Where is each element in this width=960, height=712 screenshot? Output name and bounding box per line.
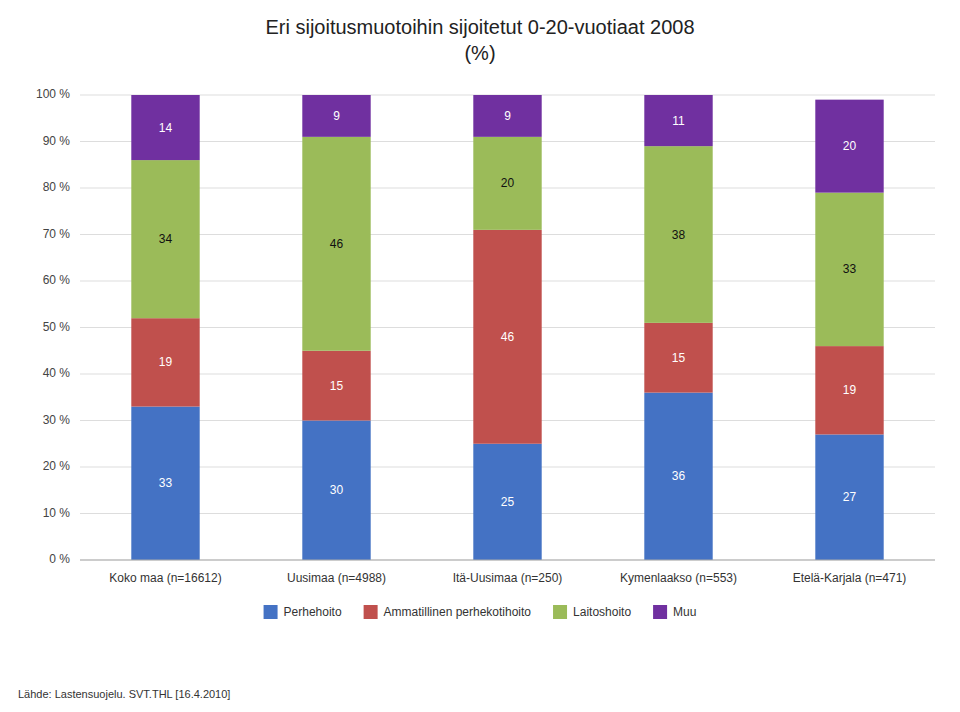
bar-segment bbox=[302, 421, 370, 561]
legend-label: Ammatillinen perhekotihoito bbox=[384, 605, 532, 619]
title-line: Eri sijoitusmuotoihin sijoitetut 0-20-vu… bbox=[265, 16, 694, 38]
y-tick-label: 60 % bbox=[43, 273, 71, 287]
bar-segment bbox=[644, 146, 712, 323]
bar-segment bbox=[473, 137, 541, 230]
data-label: 33 bbox=[843, 262, 857, 276]
legend-item: Ammatillinen perhekotihoito bbox=[364, 605, 532, 619]
grid bbox=[80, 95, 935, 560]
x-tick-label: Uusimaa (n=4988) bbox=[287, 571, 386, 585]
y-tick-label: 10 % bbox=[43, 506, 71, 520]
x-tick-label: Etelä-Karjala (n=471) bbox=[793, 571, 907, 585]
bar-segment bbox=[302, 137, 370, 351]
data-labels: 33 30 25 36 27 19 15 46 15 19 34 46 20 38 33 14 9 9 11 20 bbox=[159, 109, 857, 509]
grid-line bbox=[80, 560, 935, 561]
data-label: 46 bbox=[330, 237, 344, 251]
bar-segment bbox=[473, 444, 541, 560]
data-label: 15 bbox=[672, 351, 686, 365]
bar-segment bbox=[473, 230, 541, 444]
bar-segment bbox=[131, 407, 199, 560]
source: Lähde: Lastensuojelu. SVT.THL [16.4.2010… bbox=[18, 688, 230, 700]
data-label: 34 bbox=[159, 232, 173, 246]
data-label: 36 bbox=[672, 469, 686, 483]
bar-segment bbox=[644, 323, 712, 393]
bar-segment bbox=[131, 318, 199, 406]
x-tick-label: Itä-Uusimaa (n=250) bbox=[453, 571, 563, 585]
y-tick-label: 20 % bbox=[43, 459, 71, 473]
bar-segment bbox=[644, 393, 712, 560]
y-tick-label: 50 % bbox=[43, 320, 71, 334]
data-label: 14 bbox=[159, 121, 173, 135]
bar-segment bbox=[815, 193, 883, 346]
bar-segment bbox=[815, 434, 883, 560]
data-label: 33 bbox=[159, 476, 173, 490]
legend-label: Muu bbox=[673, 605, 696, 619]
data-label: 25 bbox=[501, 495, 515, 509]
data-label: 9 bbox=[504, 109, 511, 123]
bar-segment bbox=[131, 95, 199, 160]
legend: Perhehoito Ammatillinen perhekotihoito Lai… bbox=[264, 605, 697, 619]
bar-segment bbox=[302, 95, 370, 137]
legend-swatch bbox=[264, 605, 278, 619]
y-tick-label: 0 % bbox=[49, 552, 70, 566]
data-label: 20 bbox=[843, 139, 857, 153]
legend-swatch bbox=[553, 605, 567, 619]
y-tick-label: 40 % bbox=[43, 366, 71, 380]
legend-swatch bbox=[653, 605, 667, 619]
data-label: 46 bbox=[501, 330, 515, 344]
data-label: 38 bbox=[672, 228, 686, 242]
data-label: 27 bbox=[843, 490, 857, 504]
data-label: 15 bbox=[330, 379, 344, 393]
data-label: 20 bbox=[501, 176, 515, 190]
x-axis-line bbox=[80, 560, 935, 561]
legend-item: Perhehoito bbox=[264, 605, 342, 619]
bar-segment bbox=[644, 95, 712, 146]
bars bbox=[131, 95, 883, 560]
legend-label: Laitoshoito bbox=[573, 605, 631, 619]
title-line: (%) bbox=[464, 42, 495, 64]
legend-item: Laitoshoito bbox=[553, 605, 631, 619]
legend-swatch bbox=[364, 605, 378, 619]
data-label: 30 bbox=[330, 483, 344, 497]
bar-segment bbox=[473, 95, 541, 137]
x-tick-label: Kymenlaakso (n=553) bbox=[620, 571, 737, 585]
data-label: 19 bbox=[159, 355, 173, 369]
chart: Eri sijoitusmuotoihin sijoitetut 0-20-vu… bbox=[0, 0, 960, 712]
data-label: 11 bbox=[672, 114, 685, 128]
y-tick-label: 30 % bbox=[43, 413, 71, 427]
bar-segment bbox=[815, 346, 883, 434]
legend-item: Muu bbox=[653, 605, 696, 619]
y-tick-label: 100 % bbox=[36, 87, 70, 101]
bar-segment bbox=[131, 160, 199, 318]
bar-segment bbox=[815, 100, 883, 193]
data-label: 9 bbox=[333, 109, 340, 123]
x-tick-label: Koko maa (n=16612) bbox=[109, 571, 221, 585]
y-tick-label: 90 % bbox=[43, 134, 71, 148]
y-tick-label: 80 % bbox=[43, 180, 71, 194]
title: Eri sijoitusmuotoihin sijoitetut 0-20-vu… bbox=[265, 16, 694, 64]
legend-label: Perhehoito bbox=[284, 605, 342, 619]
data-label: 19 bbox=[843, 383, 857, 397]
y-tick-label: 70 % bbox=[43, 227, 71, 241]
bar-segment bbox=[302, 351, 370, 421]
